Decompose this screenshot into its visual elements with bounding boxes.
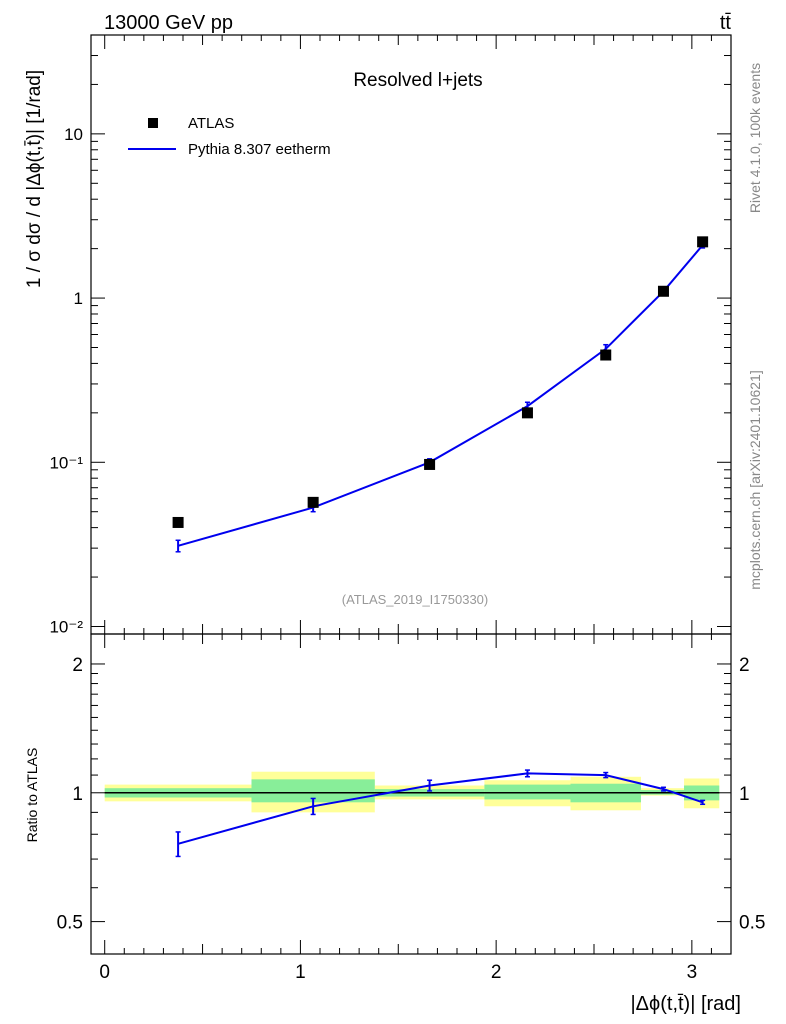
atlas-data-point <box>600 349 612 361</box>
ratio-y-tick-label-right: 1 <box>739 784 750 805</box>
ratio-y-tick-label-left: 1 <box>72 784 83 805</box>
analysis-tag: (ATLAS_2019_I1750330) <box>342 592 488 607</box>
main-y-tick-label: 1 <box>74 289 83 308</box>
pythia-curve <box>177 244 704 547</box>
x-tick-label: 1 <box>295 962 306 983</box>
x-tick-label: 0 <box>99 962 110 983</box>
plot-title: Resolved l+jets <box>353 70 482 91</box>
legend-pythia-label: Pythia 8.307 eetherm <box>188 141 331 158</box>
main-y-tick-label: 10 <box>64 125 83 144</box>
energy-label: 13000 GeV pp <box>104 12 233 34</box>
main-y-axis-label: 1 / σ dσ / d |Δϕ(t,t̄)| [1/rad] <box>24 70 45 288</box>
main-y-tick-label: 10⁻¹ <box>49 453 83 472</box>
mcplots-label: mcplots.cern.ch [arXiv:2401.10621] <box>747 370 763 589</box>
legend-atlas-marker <box>148 118 158 128</box>
uncertainty-band-green <box>251 779 375 803</box>
atlas-data-point <box>521 407 533 419</box>
x-tick-label: 2 <box>491 962 502 983</box>
ratio-y-axis-label: Ratio to ATLAS <box>24 748 40 843</box>
atlas-data-point <box>424 458 436 470</box>
ratio-y-tick-label-left: 2 <box>72 655 83 676</box>
process-label: tt̄ <box>720 12 732 34</box>
x-axis-label: |Δϕ(t,t̄)| [rad] <box>630 993 741 1015</box>
ratio-plot-panel: 0.5 0.5 1 1 2 2 0 1 2 3 Ratio to ATLAS |Δϕ(t,t̄)|… <box>24 633 765 1015</box>
ratio-y-tick-label-left: 0.5 <box>57 913 83 934</box>
x-tick-label: 3 <box>687 962 698 983</box>
main-plot-panel: 10⁻² 10⁻¹ 1 10 Resolved l+jets (ATLAS_2019_… <box>24 34 732 636</box>
legend-atlas-label: ATLAS <box>188 115 234 132</box>
ratio-y-tick-label-right: 0.5 <box>739 913 765 934</box>
atlas-data-point <box>172 516 184 528</box>
atlas-data-point <box>657 285 669 297</box>
atlas-data-point <box>307 496 319 508</box>
ratio-plot-frame <box>90 633 732 955</box>
rivet-label: Rivet 4.1.0, 100k events <box>747 63 763 213</box>
uncertainty-band-green <box>484 784 571 800</box>
atlas-data-point <box>697 236 709 248</box>
ratio-y-tick-label-right: 2 <box>739 655 750 676</box>
main-y-tick-label: 10⁻² <box>49 617 83 636</box>
